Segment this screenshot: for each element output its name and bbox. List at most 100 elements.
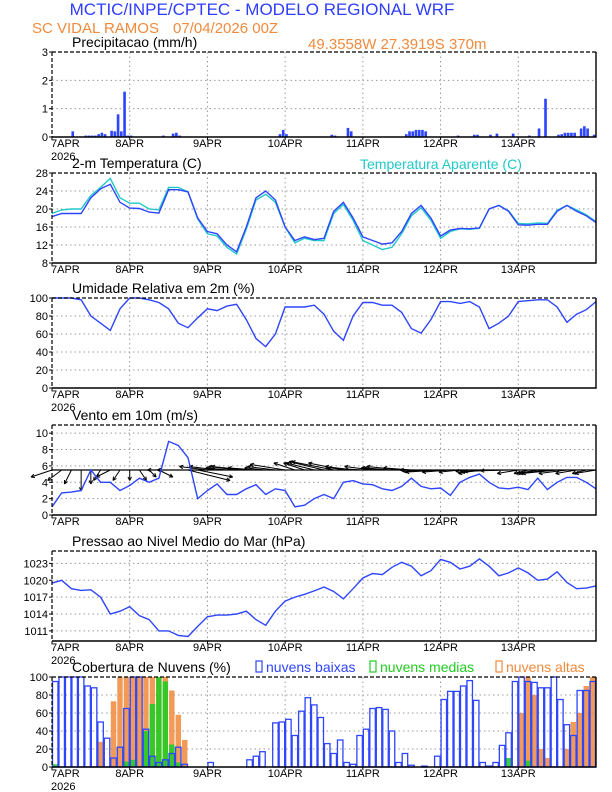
precip-bar [346,127,350,137]
cloud-bar-medium [175,762,182,767]
y-tick-label: 3 [42,47,48,59]
wind-arrowhead [47,476,52,481]
y-tick-label: 0 [42,132,48,144]
cloud-bar-low [246,759,253,768]
series-line-temperatura-aparente [51,177,597,256]
x-tick-label: 9APR [193,516,222,528]
precip-bar [528,135,531,137]
cloud-bar-medium [143,731,149,767]
precip-bar [511,133,515,137]
wind-vector [187,469,231,481]
y-tick-label: 40 [36,726,48,738]
x-year-label: 2026 [51,402,75,414]
panel-wind: 0 2 4 6 8 10 Vento em 10m (m/s) 7APR 8APR 9APR 10A… [30,407,597,528]
x-tick-label: 8APR [115,138,144,150]
wind-arrowhead [30,473,36,479]
cloud-bar-low [284,718,292,768]
wind-vector [139,469,147,481]
x-tick-label: 9APR [193,264,222,276]
cloud-bar-low [440,698,448,768]
y-tick-label: 0 [42,762,48,774]
x-tick-label: 13APR [501,264,536,276]
wind-arrowhead [152,473,157,478]
cloud-bar-medium [130,759,136,767]
precip-bar [424,131,428,137]
wind-arrowhead [308,461,313,466]
wind-arrowhead [168,473,174,478]
precip-bar [592,134,596,137]
cloud-bar-high [97,741,104,767]
cloud-bar-high [117,677,123,767]
cloud-bar-low [459,685,467,768]
precip-bar [110,130,113,137]
legend-swatch-green [369,660,377,673]
x-tick-label: 7APR [51,768,80,780]
precip-bar [586,128,589,137]
wind-arrowhead [211,464,216,470]
precip-bar [123,91,126,137]
precip-bar [537,128,541,137]
x-tick-label: 13APR [501,642,536,654]
cloud-bar-low [433,755,441,768]
cloud-bar-medium [162,681,169,767]
x-tick-label: 11APR [346,516,380,528]
wind-arrowhead [521,470,527,476]
cloud-bar-low [382,708,389,768]
precip-bar [557,134,560,137]
wind-arrowhead [516,470,521,476]
cloud-bar-low [103,737,111,768]
x-tick-label: 11APR [346,138,380,150]
wind-arrowhead [225,477,231,482]
wind-arrowhead [344,464,349,470]
x-tick-label: 7APR [51,138,80,150]
cloud-bar-low [278,721,286,768]
wind-arrowhead [63,479,68,485]
y-tick-label: 40 [36,347,48,359]
x-tick-label: 13APR [501,768,536,780]
precip-bar [560,134,564,137]
cloud-bar-high [590,677,596,767]
run-date: 07/04/2026 00Z [173,20,278,37]
cloud-bar-low [77,676,85,768]
cloud-bar-low [64,676,72,768]
precip-bar [113,131,117,137]
x-tick-label: 9APR [193,138,222,150]
precip-bar [162,135,165,137]
legend-label: Temperatura Aparente (C) [360,156,522,172]
cloud-bar-low [472,699,480,768]
cloud-bar-high [518,713,525,767]
frame [52,677,597,768]
panel-precip: 0 1 2 3 Precipitacao (mm/h) 7APR 8APR 9APR 10APR… [42,34,597,163]
cloud-bar-low [336,739,344,768]
wind-vector [291,461,334,471]
precip-bar [566,132,570,137]
x-tick-label: 8APR [115,264,144,276]
cloud-bar-low [58,676,66,768]
x-tick-label: 7APR [51,389,80,401]
legend-swatch-blue [255,660,263,673]
wind-arrowhead [555,470,560,476]
cloud-bar-high [182,740,188,767]
wind-vector [288,461,325,471]
y-tick-label: 20 [36,204,48,216]
cloud-bar-low [369,707,376,768]
precip-bar [544,98,547,137]
cloud-bar-low [511,680,519,768]
y-tick-label: 28 [36,168,48,180]
precip-bar [583,126,586,137]
wind-arrowhead [247,464,252,470]
y-tick-label: 8 [42,258,48,270]
x-tick-label: 13APR [501,516,536,528]
cloud-bar-medium [505,758,512,767]
wind-vector [63,469,72,485]
cloud-bar-high [130,677,136,767]
precip-bar [175,132,178,137]
x-tick-label: 11APR [346,768,380,780]
panel-title: Cobertura de Nuvens (%) [72,659,231,675]
precip-bar [404,134,408,137]
series-line-velocidade [51,440,597,508]
cloud-bar-medium [149,704,156,767]
precip-bar [281,129,285,137]
wind-arrowhead [112,476,117,481]
